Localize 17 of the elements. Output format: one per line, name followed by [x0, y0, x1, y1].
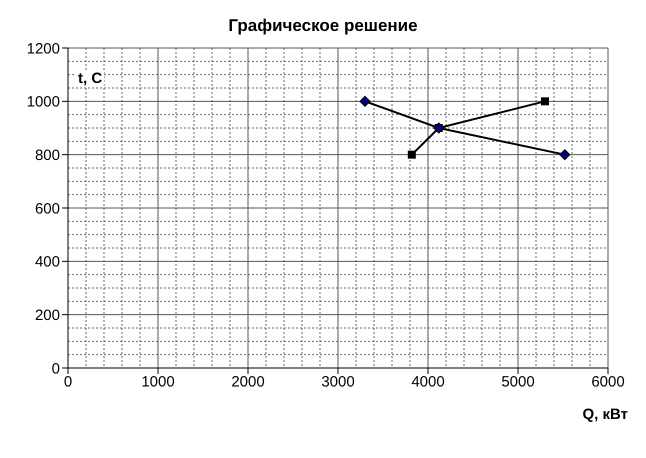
- y-tick-label: 200: [34, 306, 60, 324]
- y-tick-label: 600: [34, 200, 60, 218]
- y-tick-label: 1200: [26, 40, 60, 58]
- x-tick-label: 1000: [141, 374, 175, 391]
- y-tick-label: 1000: [26, 94, 60, 111]
- x-tick-label: 6000: [591, 374, 625, 391]
- x-tick-label: 0: [64, 374, 72, 391]
- x-tick-label: 5000: [501, 374, 535, 391]
- chart-title: Графическое решение: [227, 16, 419, 36]
- x-axis-title: Q, кВт: [582, 406, 628, 423]
- y-axis-title: t, C: [76, 70, 104, 87]
- y-tick-label: 0: [52, 360, 60, 378]
- x-tick-label: 4000: [411, 374, 445, 391]
- x-tick-label: 2000: [231, 374, 265, 391]
- x-tick-label: 3000: [321, 374, 355, 391]
- y-tick-label: 400: [34, 254, 60, 271]
- y-tick-label: 800: [34, 146, 60, 164]
